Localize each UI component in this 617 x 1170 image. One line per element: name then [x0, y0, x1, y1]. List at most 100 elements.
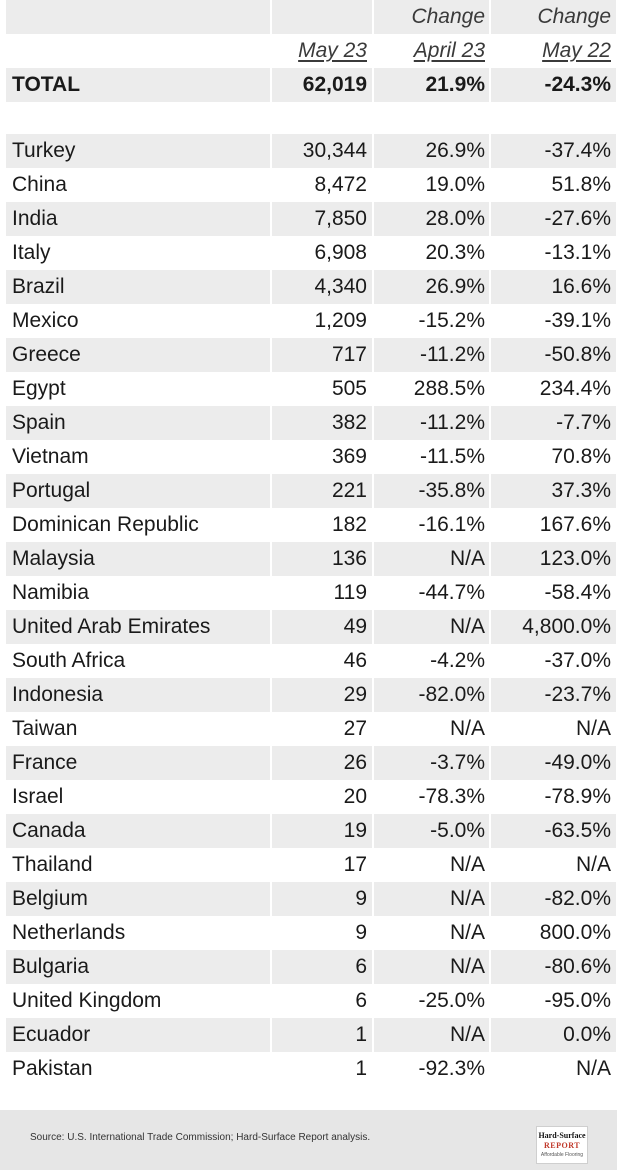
change-month-cell: -25.0% — [418, 989, 485, 1012]
change-year-cell: -49.0% — [491, 746, 616, 780]
country-cell: Namibia — [12, 581, 90, 604]
country-cell: Pakistan — [12, 1057, 93, 1080]
country-cell: Belgium — [6, 882, 270, 916]
change-month-cell: -82.0% — [374, 678, 489, 712]
source-note: Source: U.S. International Trade Commiss… — [30, 1132, 371, 1143]
change-month-cell: -4.2% — [430, 649, 485, 672]
change-year-cell: 167.6% — [539, 513, 611, 536]
change-year-cell: 123.0% — [491, 542, 616, 576]
change-month-cell: -78.3% — [418, 785, 485, 808]
value-cell: 49 — [272, 610, 372, 644]
table-row: Italy 6,908 20.3% -13.1% — [6, 236, 616, 270]
table-spacer — [6, 102, 616, 134]
table-row: Thailand 17 N/A N/A — [6, 848, 616, 882]
table-row: Spain 382 -11.2% -7.7% — [6, 406, 616, 440]
country-cell: France — [6, 746, 270, 780]
change-year-cell: 70.8% — [551, 445, 611, 468]
country-cell: Canada — [6, 814, 270, 848]
change-year-cell: -78.9% — [544, 785, 611, 808]
change-month-cell: N/A — [374, 610, 489, 644]
value-cell: 1 — [272, 1018, 372, 1052]
country-cell: Netherlands — [12, 921, 126, 944]
total-label: TOTAL — [6, 68, 270, 102]
total-value: 62,019 — [272, 68, 372, 102]
table-row: China 8,472 19.0% 51.8% — [6, 168, 616, 202]
total-change-month: 21.9% — [374, 68, 489, 102]
value-cell: 9 — [272, 882, 372, 916]
table-row: Taiwan 27 N/A N/A — [6, 712, 616, 746]
header-country — [6, 0, 270, 34]
change-month-cell: -35.8% — [374, 474, 489, 508]
country-cell: Bulgaria — [6, 950, 270, 984]
country-cell: South Africa — [12, 649, 126, 672]
change-year-cell: -58.4% — [544, 581, 611, 604]
change-year-cell: -50.8% — [491, 338, 616, 372]
change-month-cell: 26.9% — [374, 270, 489, 304]
change-year-cell: 4,800.0% — [491, 610, 616, 644]
change-year-cell: -39.1% — [544, 309, 611, 332]
value-cell: 6 — [355, 989, 367, 1012]
country-cell: Ecuador — [6, 1018, 270, 1052]
value-cell: 17 — [343, 853, 367, 876]
header2-change-year: May 22 — [491, 34, 616, 68]
change-month-cell: -92.3% — [418, 1057, 485, 1080]
country-cell: Dominican Republic — [12, 513, 199, 536]
table-row: Vietnam 369 -11.5% 70.8% — [6, 440, 616, 474]
change-month-cell: -44.7% — [418, 581, 485, 604]
change-year-cell: 16.6% — [491, 270, 616, 304]
change-month-cell: 20.3% — [425, 241, 485, 264]
value-cell: 4,340 — [272, 270, 372, 304]
value-cell: 369 — [331, 445, 367, 468]
value-cell: 1 — [355, 1057, 367, 1080]
change-year-cell: -82.0% — [491, 882, 616, 916]
country-rows: Turkey 30,344 26.9% -37.4% China 8,472 19.0% 51… — [6, 134, 616, 1086]
country-cell: Brazil — [6, 270, 270, 304]
footer: Source: U.S. International Trade Commiss… — [0, 1110, 617, 1170]
change-month-cell: -11.5% — [420, 445, 485, 468]
table-row: Bulgaria 6 N/A -80.6% — [6, 950, 616, 984]
value-cell: 19 — [272, 814, 372, 848]
value-cell: 7,850 — [272, 202, 372, 236]
change-month-cell: -3.7% — [374, 746, 489, 780]
change-year-cell: 37.3% — [491, 474, 616, 508]
change-year-cell: N/A — [575, 1057, 611, 1080]
table-row: Namibia 119 -44.7% -58.4% — [6, 576, 616, 610]
change-month-cell: -15.2% — [418, 309, 485, 332]
value-cell: 8,472 — [314, 173, 367, 196]
change-month-cell: N/A — [449, 717, 485, 740]
value-cell: 136 — [272, 542, 372, 576]
country-cell: United Kingdom — [12, 989, 162, 1012]
value-cell: 221 — [272, 474, 372, 508]
value-cell: 20 — [343, 785, 367, 808]
value-cell: 505 — [331, 377, 367, 400]
change-year-cell: -27.6% — [491, 202, 616, 236]
header-change-year: Change — [491, 0, 616, 34]
country-cell: China — [12, 173, 67, 196]
table-row: South Africa 46 -4.2% -37.0% — [6, 644, 616, 678]
table-row: Israel 20 -78.3% -78.9% — [6, 780, 616, 814]
table-row: Portugal 221 -35.8% 37.3% — [6, 474, 616, 508]
change-year-cell: N/A — [575, 717, 611, 740]
total-change-year: -24.3% — [491, 68, 616, 102]
value-cell: 717 — [272, 338, 372, 372]
header2-change-month: April 23 — [374, 34, 489, 68]
table-row: France 26 -3.7% -49.0% — [6, 746, 616, 780]
value-cell: 1,209 — [314, 309, 367, 332]
country-cell: Spain — [6, 406, 270, 440]
change-month-cell: 288.5% — [413, 377, 485, 400]
value-cell: 46 — [343, 649, 367, 672]
value-cell: 27 — [343, 717, 367, 740]
change-year-cell: -7.7% — [491, 406, 616, 440]
total-row: TOTAL 62,019 21.9% -24.3% — [6, 68, 616, 102]
header-may-23: May 23 — [298, 39, 367, 62]
change-year-cell: -37.4% — [491, 134, 616, 168]
country-cell: Taiwan — [12, 717, 78, 740]
change-month-cell: -11.2% — [374, 406, 489, 440]
table-row: Malaysia 136 N/A 123.0% — [6, 542, 616, 576]
change-month-cell: -11.2% — [374, 338, 489, 372]
change-month-cell: -16.1% — [418, 513, 485, 536]
change-year-cell: 0.0% — [491, 1018, 616, 1052]
country-cell: Indonesia — [6, 678, 270, 712]
country-cell: Mexico — [12, 309, 79, 332]
value-cell: 26 — [272, 746, 372, 780]
